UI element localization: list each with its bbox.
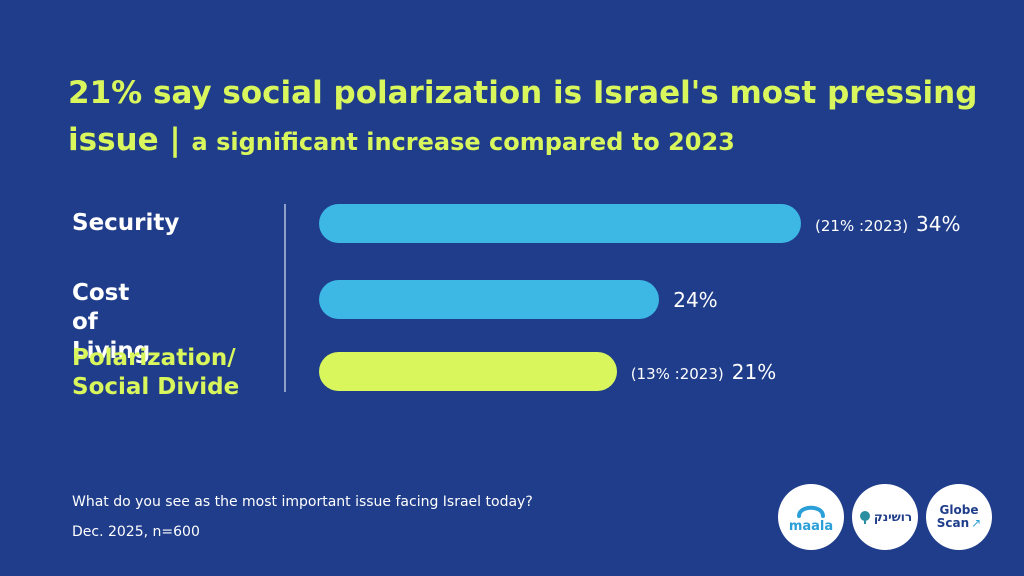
bar-security — [319, 204, 801, 243]
globescan-logo: Globe Scan ↗ — [926, 484, 992, 550]
bar-cost-of-living — [319, 280, 660, 319]
bar-polarization — [319, 352, 617, 391]
category-label-polarization: Polarization/ Social Divide — [72, 345, 240, 400]
tree-icon — [859, 511, 870, 524]
maala-logo: maala — [778, 484, 844, 550]
maala-logo-text: maala — [788, 518, 834, 534]
value-label-polarization: (13% :2023) 21% — [631, 360, 777, 384]
previous-value-label: (13% :2023) — [630, 365, 724, 383]
arrow-icon: ↗ — [971, 516, 982, 530]
globescan-logo-bottom-text: Scan — [936, 516, 970, 530]
current-value-label: 21% — [731, 360, 777, 384]
current-value-label: 24% — [673, 288, 718, 312]
title-main: 21% say social polarization is Israel's … — [68, 75, 978, 158]
category-label-cost-of-living: Cost of Living — [72, 280, 151, 364]
title-sub: a significant increase compared to 2023 — [191, 128, 735, 156]
category-label-security: Security — [72, 210, 180, 236]
survey-sample: Dec. 2025, n=600 — [72, 524, 200, 540]
rushink-logo: רושינק — [852, 484, 918, 550]
chart-title: 21% say social polarization is Israel's … — [68, 72, 998, 166]
globescan-logo-bottom: Scan ↗ — [937, 517, 981, 530]
value-label-cost-of-living: 24% — [673, 288, 717, 312]
current-value-label: 34% — [916, 212, 961, 236]
maala-swirl-icon — [797, 505, 825, 518]
axis-divider — [284, 204, 286, 392]
globescan-logo-top: Globe — [939, 503, 979, 517]
rushink-logo-text: רושינק — [873, 510, 913, 524]
value-label-security: (21% :2023) 34% — [815, 212, 961, 236]
title-separator: | — [158, 122, 192, 158]
previous-value-label: (21% :2023) — [815, 217, 909, 235]
survey-question: What do you see as the most important is… — [72, 494, 533, 510]
